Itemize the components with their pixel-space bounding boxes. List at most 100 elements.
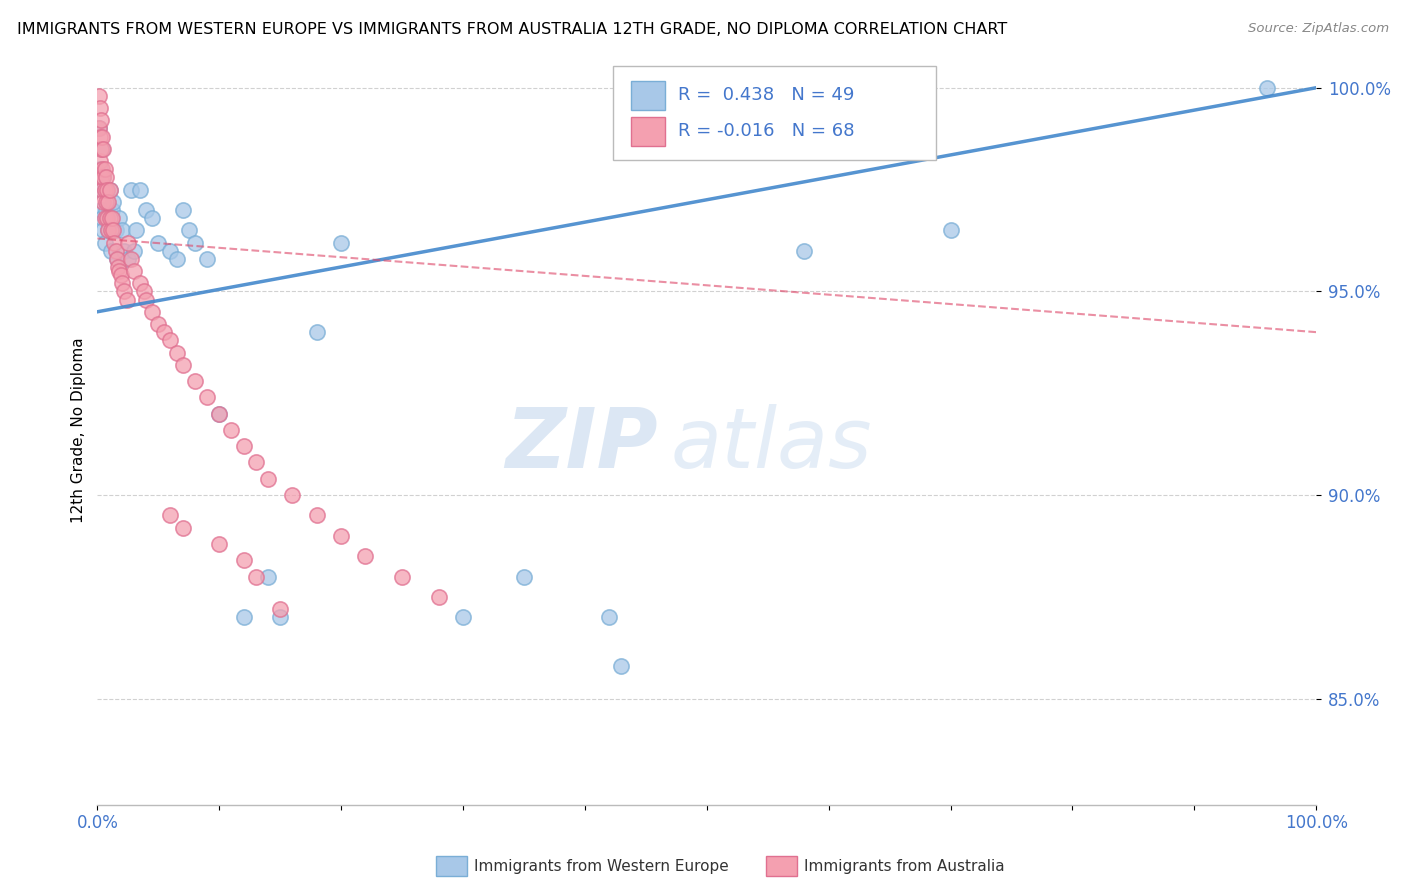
Point bbox=[93, 235, 115, 250]
Point bbox=[129, 183, 152, 197]
Point bbox=[245, 569, 267, 583]
Point bbox=[100, 223, 122, 237]
Point bbox=[148, 317, 170, 331]
Point bbox=[104, 244, 127, 258]
Point bbox=[104, 223, 127, 237]
Point bbox=[97, 223, 120, 237]
Point bbox=[90, 183, 112, 197]
Point bbox=[141, 211, 163, 225]
Point bbox=[108, 264, 131, 278]
Point bbox=[105, 252, 128, 266]
Point bbox=[793, 244, 815, 258]
Point bbox=[208, 407, 231, 421]
Point bbox=[177, 223, 200, 237]
Point bbox=[112, 244, 135, 258]
Point bbox=[232, 610, 254, 624]
Point bbox=[354, 549, 377, 564]
Point bbox=[141, 305, 163, 319]
Text: atlas: atlas bbox=[671, 404, 872, 485]
Point bbox=[91, 211, 114, 225]
Point bbox=[93, 223, 115, 237]
Text: Immigrants from Western Europe: Immigrants from Western Europe bbox=[474, 859, 728, 873]
Point bbox=[93, 194, 115, 209]
Text: ZIP: ZIP bbox=[505, 404, 658, 485]
Point bbox=[90, 113, 112, 128]
Point bbox=[93, 142, 115, 156]
Point bbox=[96, 183, 118, 197]
Point bbox=[108, 211, 131, 225]
Point bbox=[121, 183, 143, 197]
Point bbox=[513, 569, 536, 583]
Point bbox=[391, 569, 413, 583]
Point bbox=[103, 194, 125, 209]
Point bbox=[98, 211, 121, 225]
Point bbox=[93, 162, 115, 177]
Point bbox=[159, 333, 181, 347]
Point bbox=[89, 162, 111, 177]
Point bbox=[172, 358, 194, 372]
Point bbox=[330, 529, 353, 543]
Point bbox=[221, 423, 243, 437]
Point bbox=[91, 129, 114, 144]
Point bbox=[87, 121, 110, 136]
Point bbox=[269, 602, 291, 616]
Point bbox=[87, 121, 110, 136]
Point bbox=[105, 252, 128, 266]
Point bbox=[245, 455, 267, 469]
Point bbox=[122, 244, 145, 258]
Point bbox=[135, 293, 157, 307]
Point bbox=[97, 194, 120, 209]
FancyBboxPatch shape bbox=[613, 66, 936, 160]
Point bbox=[101, 211, 124, 225]
Point bbox=[451, 610, 474, 624]
Point bbox=[103, 223, 125, 237]
Text: R = -0.016   N = 68: R = -0.016 N = 68 bbox=[678, 122, 853, 140]
Point bbox=[132, 285, 155, 299]
Point bbox=[1256, 80, 1278, 95]
Point bbox=[87, 88, 110, 103]
Point bbox=[125, 223, 148, 237]
Point bbox=[269, 610, 291, 624]
Bar bbox=[631, 118, 665, 145]
Point bbox=[111, 277, 134, 291]
Point bbox=[208, 537, 231, 551]
Point bbox=[159, 244, 181, 258]
Point bbox=[257, 472, 280, 486]
Point bbox=[427, 590, 450, 604]
Bar bbox=[631, 81, 665, 110]
Point bbox=[94, 202, 117, 217]
Point bbox=[121, 252, 143, 266]
Point bbox=[159, 508, 181, 523]
Point bbox=[257, 569, 280, 583]
Point bbox=[148, 235, 170, 250]
Point bbox=[93, 170, 115, 185]
Point bbox=[98, 183, 121, 197]
Point bbox=[305, 325, 328, 339]
Text: R =  0.438   N = 49: R = 0.438 N = 49 bbox=[678, 86, 853, 103]
Point bbox=[90, 170, 112, 185]
Point bbox=[91, 183, 114, 197]
Point bbox=[117, 235, 139, 250]
Point bbox=[184, 235, 207, 250]
Point bbox=[91, 142, 114, 156]
Point bbox=[91, 162, 114, 177]
Point bbox=[184, 374, 207, 388]
Point bbox=[107, 260, 129, 274]
Point bbox=[166, 252, 188, 266]
Point bbox=[153, 325, 176, 339]
Point bbox=[101, 202, 124, 217]
Point bbox=[93, 183, 115, 197]
Point bbox=[98, 183, 121, 197]
Point bbox=[281, 488, 304, 502]
Point bbox=[172, 202, 194, 217]
Point bbox=[122, 264, 145, 278]
Point bbox=[111, 223, 134, 237]
Point bbox=[172, 521, 194, 535]
Point bbox=[129, 277, 152, 291]
Point bbox=[598, 610, 620, 624]
Point bbox=[97, 223, 120, 237]
Text: Source: ZipAtlas.com: Source: ZipAtlas.com bbox=[1249, 22, 1389, 36]
Point bbox=[96, 211, 118, 225]
Point bbox=[232, 439, 254, 453]
Point bbox=[330, 235, 353, 250]
